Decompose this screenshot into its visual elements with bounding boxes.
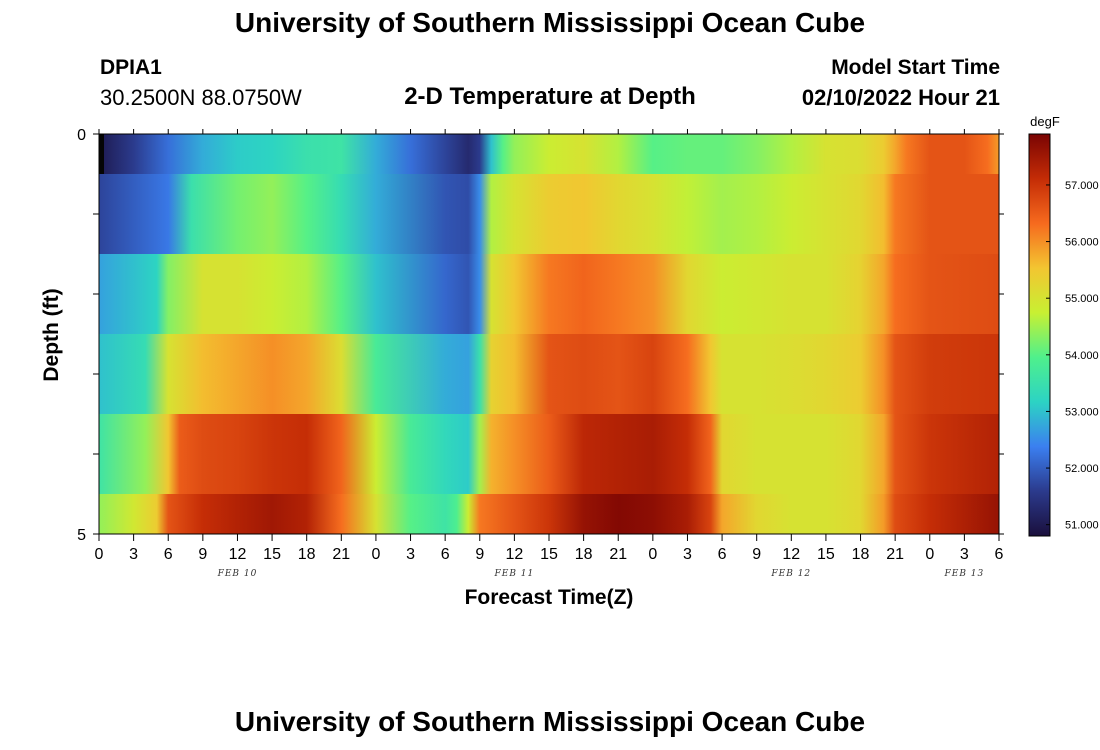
x-tick-label: 21 — [332, 546, 350, 563]
heatmap-band-5 — [99, 494, 999, 534]
x-tick-label: 12 — [505, 546, 523, 563]
colorbar-tick-label: 54.000 — [1065, 350, 1099, 362]
main-title: University of Southern Mississippi Ocean… — [234, 7, 866, 38]
x-tick-label: 6 — [718, 546, 727, 563]
model-start-value: 02/10/2022 Hour 21 — [801, 85, 1000, 110]
x-tick-label: 18 — [575, 546, 593, 563]
x-tick-label: 0 — [371, 546, 380, 563]
heatmap-band-0 — [99, 134, 999, 174]
colorbar-tick-label: 53.000 — [1065, 406, 1099, 418]
date-label: FEB 12 — [770, 569, 811, 579]
x-tick-label: 15 — [817, 546, 835, 563]
x-tick-label: 21 — [886, 546, 904, 563]
x-tick-label: 9 — [198, 546, 207, 563]
colorbar-unit: degF — [1030, 114, 1060, 129]
x-tick-label: 6 — [995, 546, 1004, 563]
colorbar-tick-label: 56.000 — [1065, 237, 1099, 249]
x-tick-label: 21 — [609, 546, 627, 563]
heatmap-band-1 — [99, 174, 999, 254]
x-tick-label: 18 — [852, 546, 870, 563]
x-tick-label: 9 — [475, 546, 484, 563]
date-label: FEB 10 — [217, 569, 258, 579]
y-axis: 05 — [77, 127, 1004, 544]
heatmap-edge — [99, 134, 104, 174]
x-tick-label: 6 — [164, 546, 173, 563]
x-tick-label: 3 — [129, 546, 138, 563]
colorbar-tick-label: 52.000 — [1065, 463, 1099, 475]
colorbar: 51.000 52.000 53.000 54.000 55.000 56.000 57.0… — [1028, 133, 1099, 537]
colorbar-tick-label: 51.000 — [1065, 520, 1099, 532]
station-coordinates: 30.2500N 88.0750W — [100, 85, 302, 110]
y-axis-title: Depth (ft) — [40, 288, 63, 381]
date-label: FEB 13 — [944, 569, 985, 579]
x-tick-label: 6 — [441, 546, 450, 563]
heatmap-band-3 — [99, 334, 999, 414]
colorbar-scale — [1028, 133, 1051, 537]
temperature-depth-heatmap: 05 0 3 6 9 12 15 18 21 0 3 6 9 12 15 18 21 0 3 6 9 12 15 18 21 0… — [40, 114, 1099, 609]
colorbar-tick-label: 55.000 — [1065, 293, 1099, 305]
colorbar-tick-label: 57.000 — [1065, 180, 1099, 192]
heatmap-band-2 — [99, 254, 999, 334]
x-tick-label: 0 — [95, 546, 104, 563]
y-tick-label: 5 — [77, 527, 86, 544]
x-tick-label: 0 — [648, 546, 657, 563]
y-tick-label: 0 — [77, 127, 86, 144]
x-axis-title: Forecast Time(Z) — [465, 586, 634, 609]
x-tick-label: 3 — [960, 546, 969, 563]
x-axis: 0 3 6 9 12 15 18 21 0 3 6 9 12 15 18 21 0 3 6 9 12 15 18 21 0 3 6F… — [95, 129, 1004, 579]
plot-title: 2-D Temperature at Depth — [404, 83, 696, 110]
x-tick-label: 15 — [540, 546, 558, 563]
heatmap-band-4 — [99, 414, 999, 494]
date-label: FEB 11 — [494, 569, 535, 579]
heatmap-rows — [99, 134, 999, 534]
station-id: DPIA1 — [100, 56, 162, 79]
x-tick-label: 0 — [925, 546, 934, 563]
x-tick-label: 12 — [782, 546, 800, 563]
x-tick-label: 15 — [263, 546, 281, 563]
footer-title: University of Southern Mississippi Ocean… — [234, 706, 866, 737]
x-tick-label: 3 — [406, 546, 415, 563]
model-start-label: Model Start Time — [831, 56, 1000, 79]
x-tick-label: 18 — [298, 546, 316, 563]
x-tick-label: 12 — [229, 546, 247, 563]
x-tick-label: 3 — [683, 546, 692, 563]
x-tick-label: 9 — [752, 546, 761, 563]
